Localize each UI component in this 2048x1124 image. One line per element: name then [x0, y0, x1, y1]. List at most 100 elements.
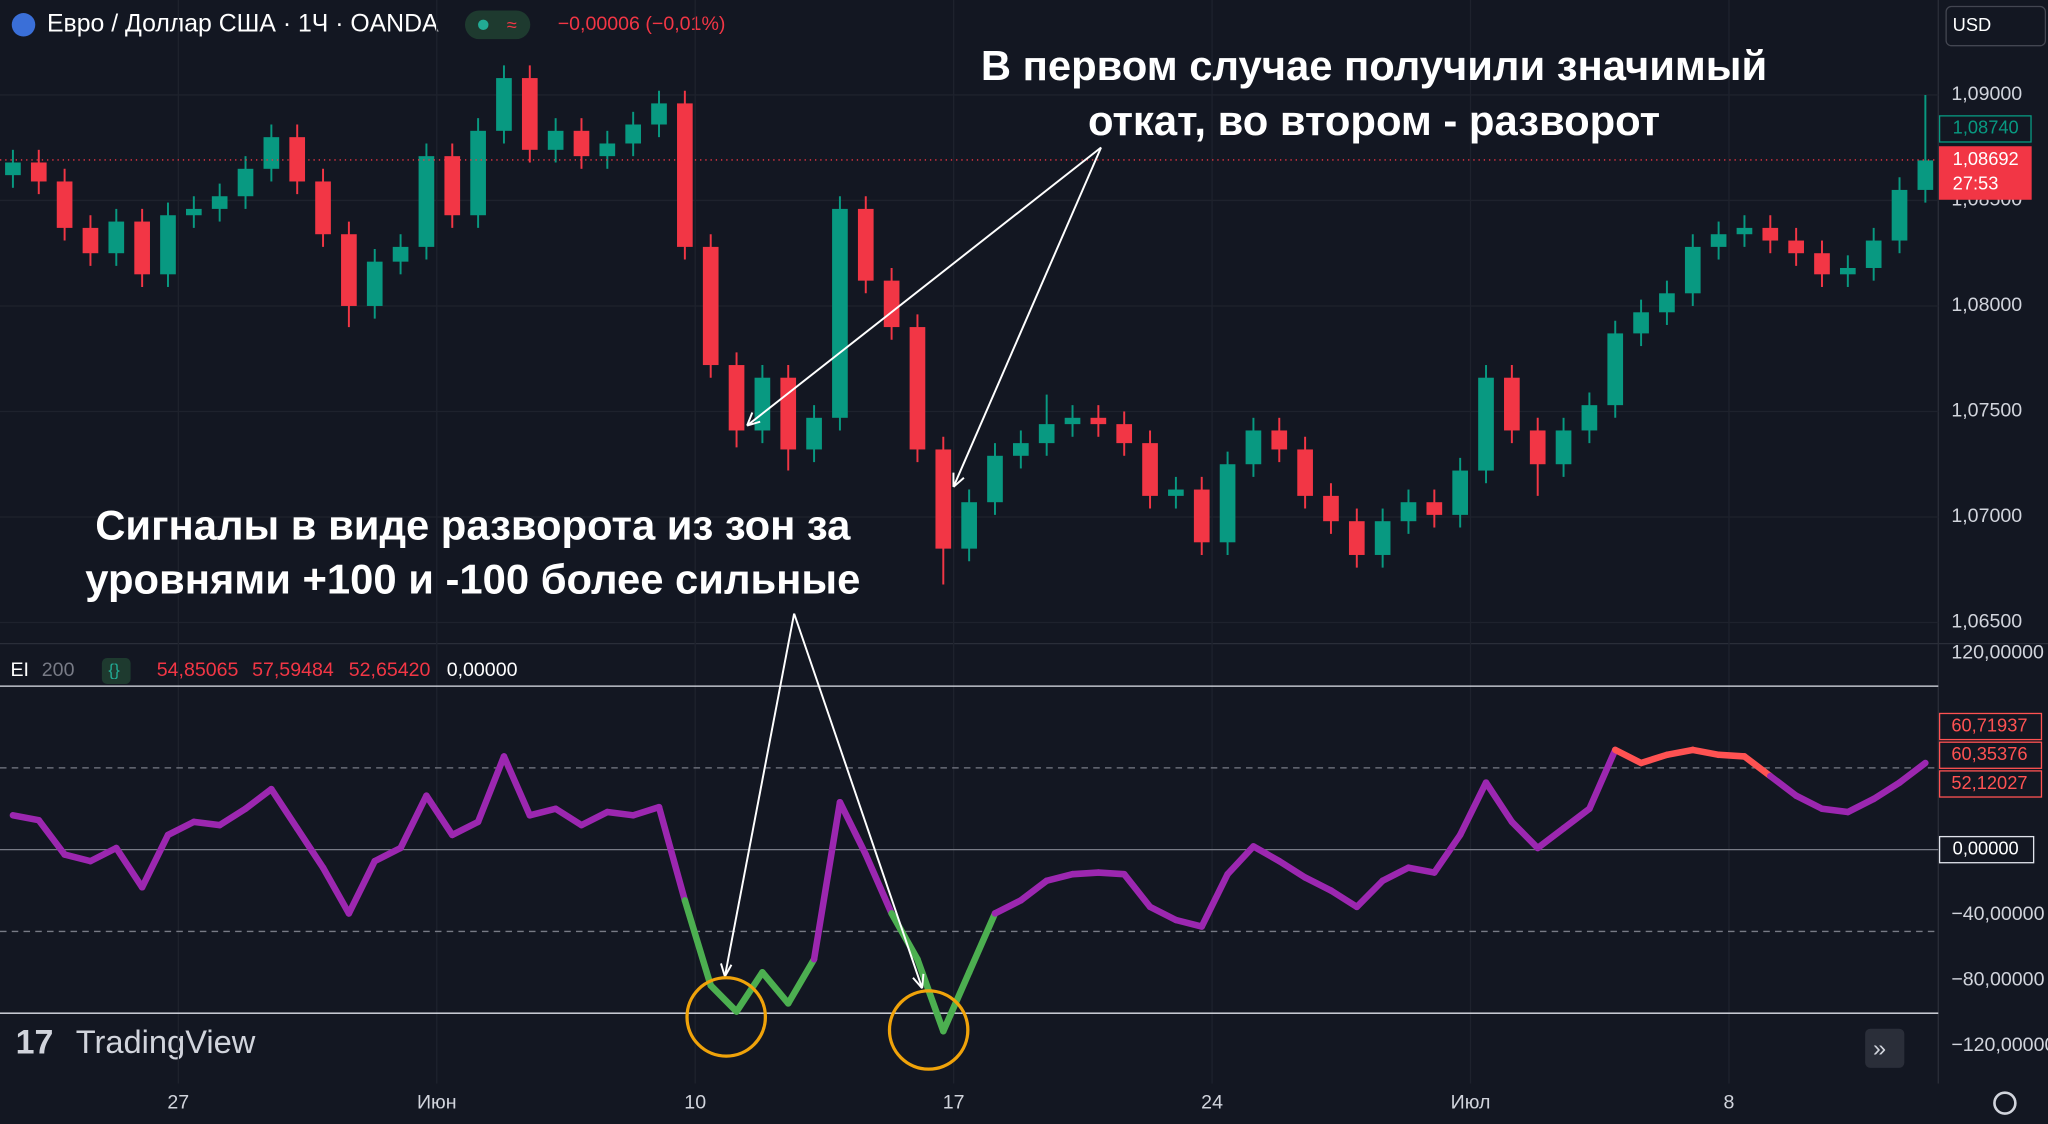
candle-body: [1736, 227, 1753, 235]
scroll-button[interactable]: [1865, 1028, 1905, 1068]
indicator-segment: [1482, 779, 1516, 826]
indicator-segment: [87, 844, 120, 865]
indicator-segment: [1017, 877, 1050, 904]
indicator-icon-glyph: {}: [108, 660, 120, 679]
indicator-segment: [1224, 843, 1257, 878]
candle-body: [547, 130, 564, 150]
indicator-segment: [1663, 746, 1697, 759]
candle-body: [496, 78, 512, 131]
candle-body: [1168, 489, 1184, 496]
candle-body: [521, 78, 538, 150]
candle-body: [573, 130, 590, 157]
indicator-segment: [655, 803, 689, 904]
candle-body: [341, 234, 357, 306]
candle-body: [289, 137, 306, 182]
candle-body: [1633, 312, 1649, 334]
candle-body: [651, 103, 667, 125]
annotation-line: откат, во втором - разворот: [1088, 97, 1660, 144]
indicator-segment: [9, 812, 43, 824]
indicator-segment: [1508, 818, 1541, 852]
indicator-segment: [61, 851, 94, 865]
candle-body: [1659, 293, 1675, 313]
x-tick-label: 27: [167, 1091, 189, 1113]
indicator-segment: [268, 785, 301, 832]
indicator-segment: [1120, 870, 1154, 911]
x-tick-label: 8: [1724, 1091, 1735, 1113]
annotation-line: Сигналы в виде разворота из зон за: [95, 502, 851, 549]
indicator-segment: [707, 982, 740, 1015]
indicator-value: 57,59484: [252, 659, 334, 681]
candle-body: [1555, 430, 1572, 465]
candle-body: [82, 227, 99, 254]
settings-button[interactable]: [1993, 1091, 2017, 1115]
indicator-segment: [1586, 746, 1619, 813]
candle-body: [728, 365, 745, 431]
candle-body: [1426, 502, 1443, 515]
candle-body: [1064, 417, 1081, 425]
indicator-segment: [1741, 753, 1774, 780]
candle-body: [1504, 377, 1520, 431]
candle-body: [961, 502, 977, 549]
indicator-segment: [526, 805, 559, 819]
candle-body: [625, 124, 642, 144]
indicator-segment: [449, 818, 482, 839]
indicator-segment: [190, 818, 223, 829]
y-tick-label: 1,09000: [1951, 83, 2022, 105]
indicator-segment: [604, 808, 637, 819]
candle-body: [935, 449, 952, 549]
candle-body: [30, 162, 47, 182]
indicator-segment: [1689, 746, 1722, 759]
candle-body: [857, 208, 874, 281]
candle-body: [599, 143, 616, 157]
indicator-segment: [1792, 792, 1826, 813]
indicator-segment: [1896, 759, 1929, 786]
candle-body: [1374, 521, 1391, 555]
candle-body: [1865, 240, 1882, 268]
indicator-segment: [914, 955, 947, 1035]
indicator-segment: [319, 864, 353, 917]
countdown: 27:53: [1953, 173, 1999, 194]
x-tick-label: 17: [943, 1091, 965, 1113]
indicator-segment: [1405, 864, 1438, 876]
candle-body: [1245, 430, 1262, 465]
indicator-segment: [216, 805, 249, 829]
candle-body: [677, 103, 693, 247]
price-box: [1938, 115, 2032, 143]
y-tick-label: 1,06500: [1951, 611, 2022, 633]
candle-body: [1684, 246, 1701, 294]
candle-body: [1452, 470, 1469, 515]
candle-body: [263, 137, 280, 169]
y-tick-label: −40,00000: [1951, 903, 2044, 925]
indicator-segment: [629, 803, 663, 819]
x-tick-label: 10: [684, 1091, 706, 1113]
level-box: [1938, 835, 2035, 864]
y-tick-label: 1,07500: [1951, 400, 2022, 422]
indicator-segment: [1327, 887, 1361, 911]
indicator-segment: [733, 969, 766, 1015]
currency: USD: [1953, 14, 1992, 35]
status-pill: [464, 10, 531, 40]
value-label: 60,71937: [1951, 714, 2027, 735]
indicator-segment: [1431, 831, 1464, 876]
indicator-segment: [1560, 805, 1593, 832]
indicator-segment: [371, 844, 404, 865]
price-label: 1,08692: [1953, 148, 2019, 169]
candle-body: [1607, 333, 1624, 406]
indicator-segment: [1301, 874, 1335, 894]
indicator-segment: [1276, 857, 1309, 881]
candle-body: [366, 261, 383, 306]
candle-body: [1529, 430, 1546, 465]
status-icon: ≈: [507, 14, 517, 35]
arrow: [723, 613, 796, 977]
candle-body: [134, 221, 150, 275]
indicator-segment: [1069, 869, 1102, 878]
indicator-segment: [1172, 916, 1206, 930]
price-box: [1938, 146, 2032, 200]
candle-body: [1400, 502, 1417, 522]
indicator-segment: [681, 897, 714, 989]
indicator-segment: [1870, 779, 1903, 803]
indicator-segment: [345, 857, 379, 917]
indicator-segment: [1379, 864, 1412, 884]
